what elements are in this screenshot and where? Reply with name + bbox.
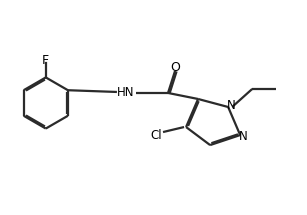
Text: N: N — [239, 130, 248, 143]
Text: O: O — [170, 61, 180, 74]
Text: Cl: Cl — [150, 129, 162, 141]
Text: F: F — [42, 54, 49, 67]
Text: HN: HN — [117, 86, 135, 100]
Text: N: N — [227, 100, 236, 112]
